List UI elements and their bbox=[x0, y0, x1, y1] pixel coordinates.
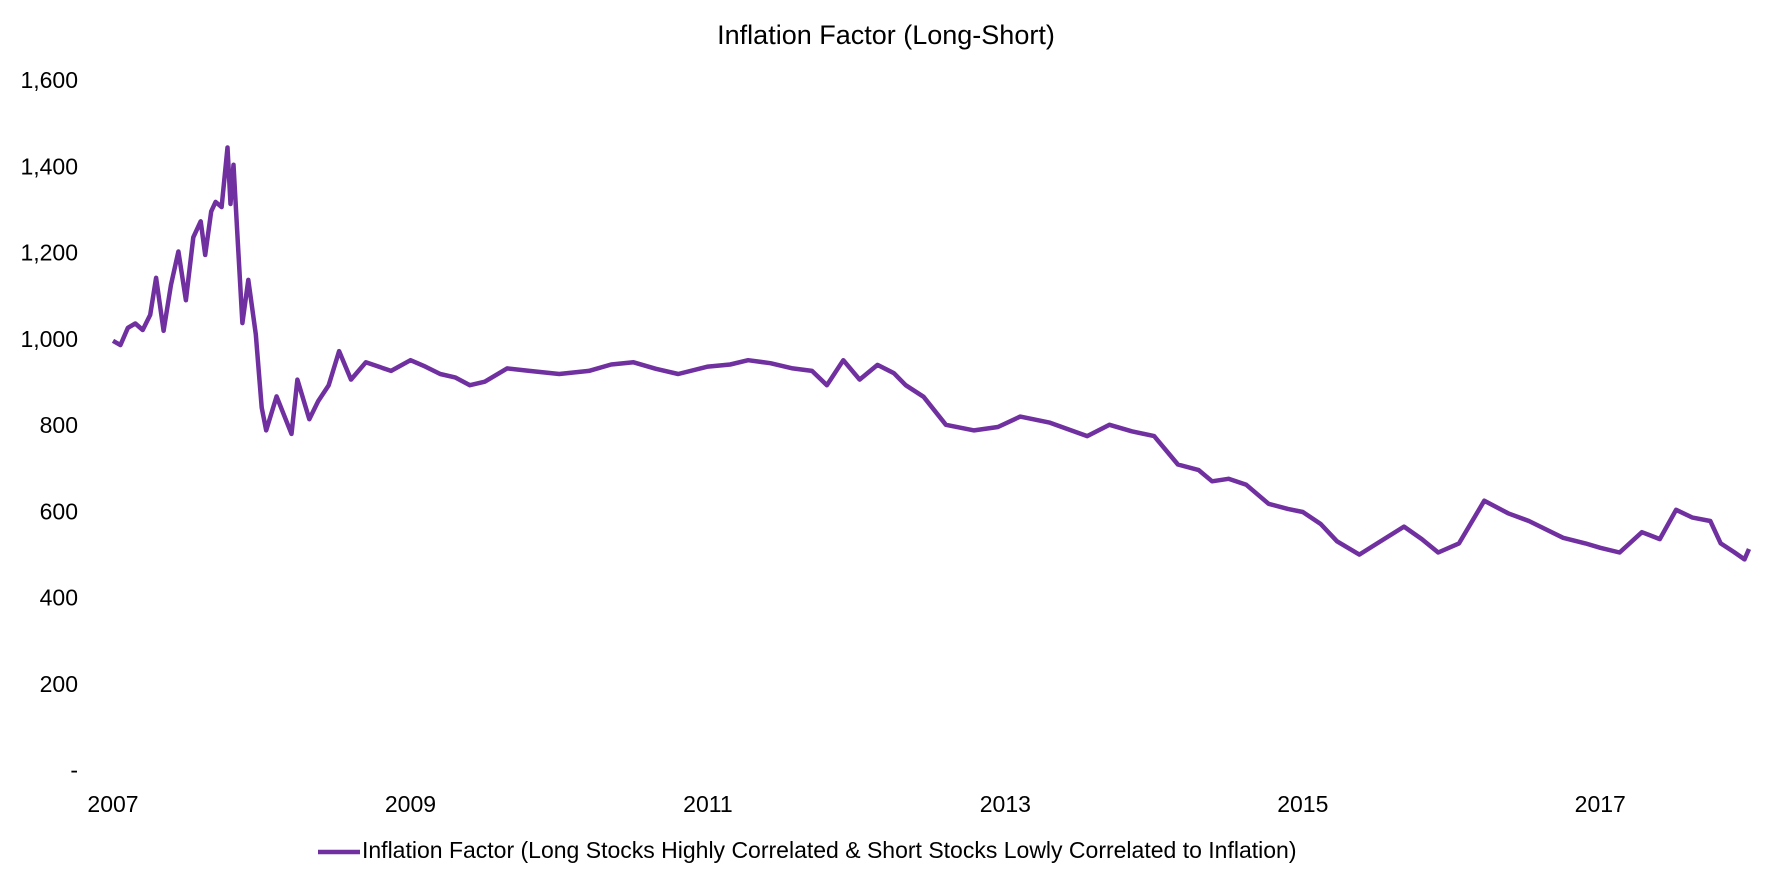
y-tick-label: 400 bbox=[40, 585, 78, 611]
x-tick-label: 2015 bbox=[1277, 791, 1328, 817]
y-tick-label: 800 bbox=[40, 412, 78, 438]
x-tick-label: 2017 bbox=[1575, 791, 1626, 817]
y-tick-label: 1,200 bbox=[20, 240, 78, 266]
x-tick-label: 2013 bbox=[980, 791, 1031, 817]
chart-title: Inflation Factor (Long-Short) bbox=[717, 20, 1055, 50]
x-tick-label: 2007 bbox=[87, 791, 138, 817]
y-tick-label: 1,400 bbox=[20, 153, 78, 179]
x-tick-label: 2011 bbox=[683, 791, 732, 817]
y-tick-label: 600 bbox=[40, 498, 78, 524]
y-tick-label: 1,600 bbox=[20, 67, 78, 93]
data-line bbox=[111, 145, 1752, 562]
x-tick-label: 2009 bbox=[385, 791, 436, 817]
y-tick-label: - bbox=[70, 757, 78, 783]
y-tick-label: 1,000 bbox=[20, 326, 78, 352]
legend-label: Inflation Factor (Long Stocks Highly Cor… bbox=[362, 837, 1297, 863]
y-tick-label: 200 bbox=[40, 671, 78, 697]
